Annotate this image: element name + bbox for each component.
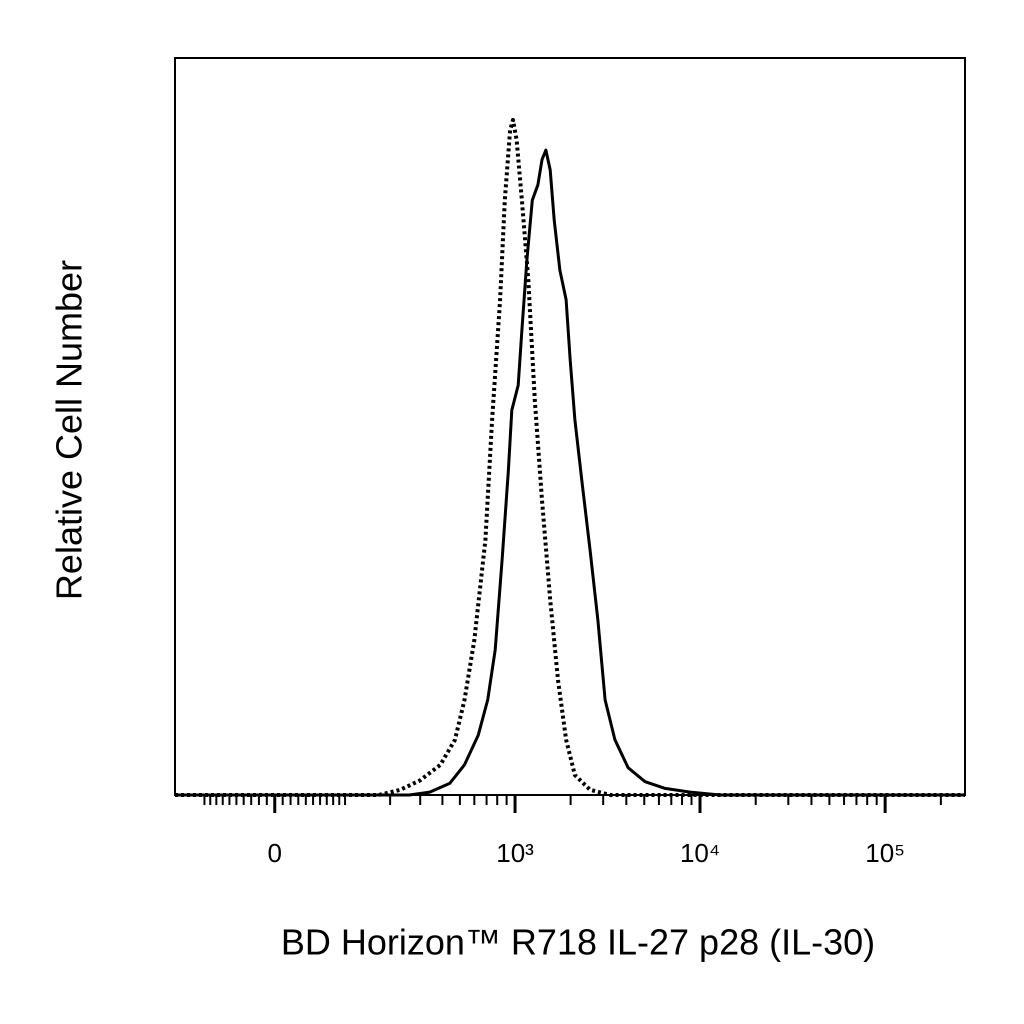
x-tick-label: 10⁵ xyxy=(865,838,905,868)
series-line xyxy=(175,117,965,797)
x-tick-label: 10³ xyxy=(496,838,534,868)
y-axis-label: Relative Cell Number xyxy=(49,260,90,600)
series-line xyxy=(175,148,965,797)
x-tick-label: 10⁴ xyxy=(680,838,720,868)
x-tick-label: 0 xyxy=(268,838,282,868)
plot-frame xyxy=(174,57,966,796)
x-axis-label: BD Horizon™ R718 IL-27 p28 (IL-30) xyxy=(281,922,875,963)
